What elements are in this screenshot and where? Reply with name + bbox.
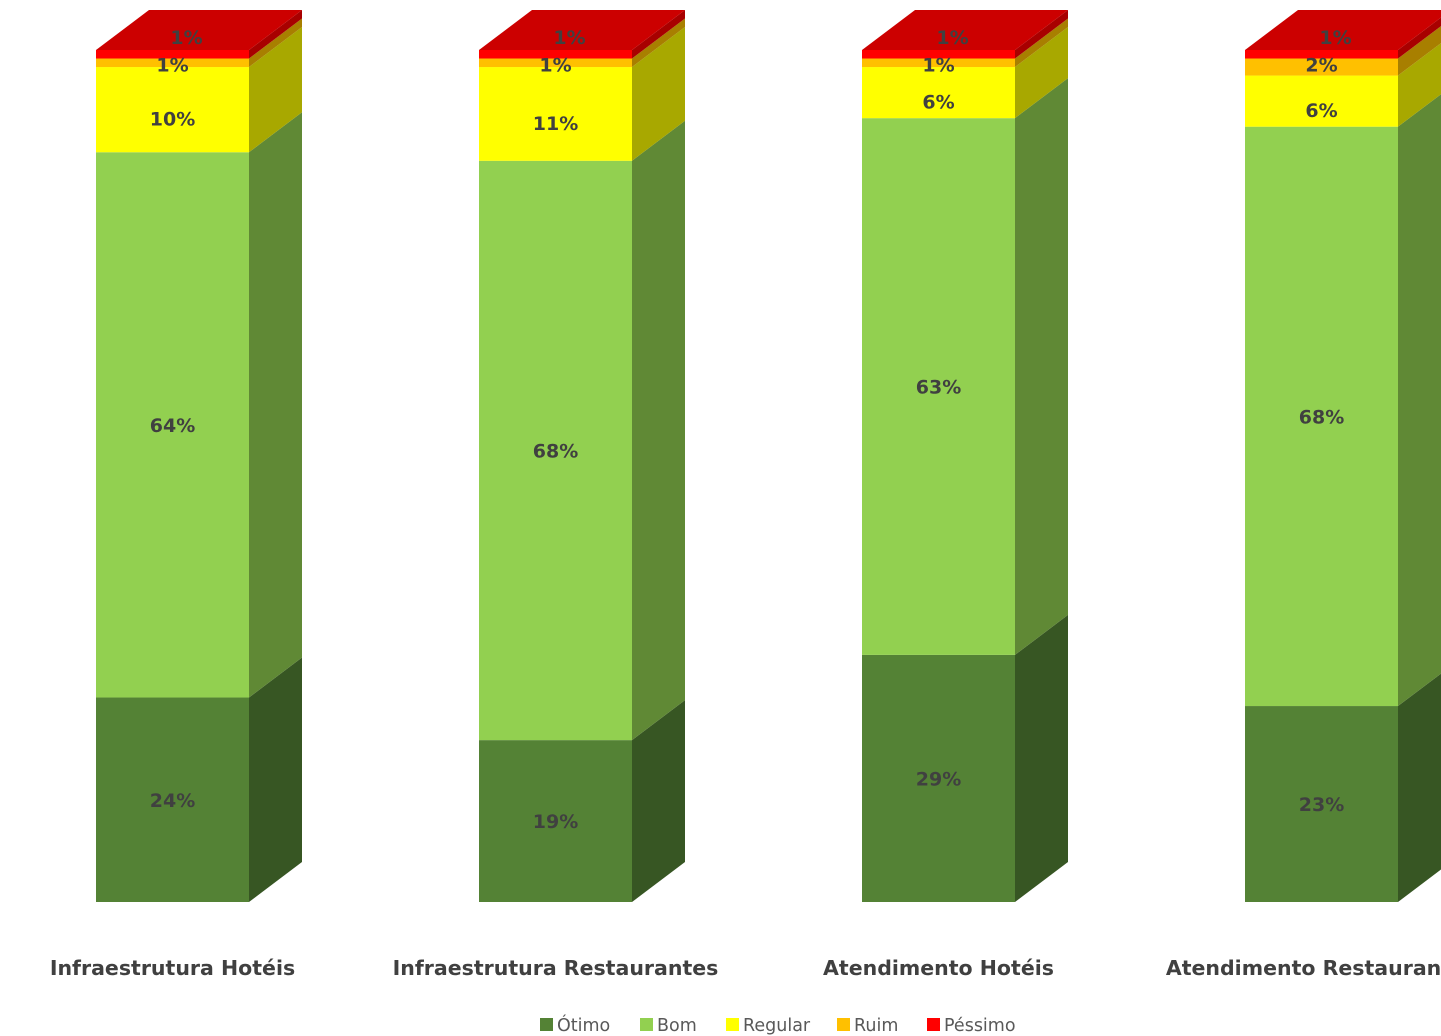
bar-top-atendimento-restaurantes [1245, 10, 1441, 50]
bar-segment-infraestrutura-restaurantes-bom[interactable] [479, 160, 632, 741]
legend-swatch-otimo [540, 1018, 553, 1031]
bar-segment-atendimento-restaurantes-otimo[interactable] [1245, 706, 1398, 902]
bar-segment-atendimento-restaurantes-regular[interactable] [1245, 75, 1398, 127]
bar-side-infraestrutura-hoteis-pessimo [249, 10, 302, 59]
legend-item-pessimo[interactable]: Péssimo [927, 1016, 1016, 1036]
bar-segment-infraestrutura-hoteis-otimo[interactable] [96, 697, 249, 902]
bar-segment-atendimento-hoteis-ruim[interactable] [862, 58, 1015, 68]
bar-side-atendimento-restaurantes-pessimo [1398, 17, 1441, 59]
data-label-atendimento-hoteis-ruim: 1% [922, 55, 954, 77]
bar-segment-infraestrutura-restaurantes-ruim[interactable] [479, 58, 632, 68]
legend-item-ruim[interactable]: Ruim [837, 1016, 898, 1036]
data-label-atendimento-hoteis-pessimo: 1% [936, 27, 968, 49]
data-label-infraestrutura-restaurantes-bom: 68% [533, 440, 578, 462]
bar-side-atendimento-hoteis-pessimo [1015, 10, 1068, 59]
bar-segment-infraestrutura-restaurantes-otimo[interactable] [479, 740, 632, 902]
legend-swatch-ruim [837, 1018, 850, 1031]
legend-swatch-pessimo [927, 1018, 940, 1031]
bars-layer [96, 10, 1441, 902]
bar-side-infraestrutura-hoteis-otimo [249, 657, 302, 902]
data-label-infraestrutura-restaurantes-ruim: 1% [539, 55, 571, 77]
data-label-atendimento-restaurantes-bom: 68% [1299, 406, 1344, 428]
data-label-infraestrutura-hoteis-otimo: 24% [150, 790, 195, 812]
data-label-atendimento-restaurantes-regular: 6% [1305, 100, 1337, 122]
bar-side-atendimento-hoteis-otimo [1015, 614, 1068, 902]
data-label-infraestrutura-restaurantes-otimo: 19% [533, 811, 578, 833]
bar-segment-atendimento-restaurantes-bom[interactable] [1245, 126, 1398, 707]
bar-side-atendimento-restaurantes-ruim [1398, 26, 1441, 76]
category-label-infraestrutura-restaurantes: Infraestrutura Restaurantes [393, 956, 719, 980]
bar-side-infraestrutura-hoteis-regular [249, 27, 302, 153]
data-label-infraestrutura-restaurantes-regular: 11% [533, 113, 578, 135]
data-label-infraestrutura-hoteis-regular: 10% [150, 109, 195, 131]
data-label-atendimento-restaurantes-otimo: 23% [1299, 794, 1344, 816]
legend-item-bom[interactable]: Bom [640, 1016, 697, 1036]
legend-swatch-bom [640, 1018, 653, 1031]
bar-top-infraestrutura-restaurantes [479, 10, 685, 50]
bar-side-infraestrutura-restaurantes-regular [632, 27, 685, 161]
bar-side-atendimento-hoteis-bom [1015, 78, 1068, 655]
legend-label-otimo: Ótimo [557, 1014, 610, 1036]
legend-item-regular[interactable]: Regular [726, 1016, 811, 1036]
legend-label-bom: Bom [657, 1016, 697, 1036]
bar-side-infraestrutura-restaurantes-bom [632, 120, 685, 741]
bar-segment-infraestrutura-hoteis-regular[interactable] [96, 67, 249, 153]
legend-label-ruim: Ruim [854, 1016, 898, 1036]
data-label-atendimento-hoteis-otimo: 29% [916, 768, 961, 790]
data-label-atendimento-restaurantes-pessimo: 1% [1319, 27, 1351, 49]
bar-side-infraestrutura-restaurantes-ruim [632, 18, 685, 68]
bar-segment-atendimento-restaurantes-ruim[interactable] [1245, 58, 1398, 76]
bar-top-atendimento-hoteis [862, 10, 1068, 50]
bar-top-infraestrutura-hoteis [96, 10, 302, 50]
legend-swatch-regular [726, 1018, 739, 1031]
bar-segment-atendimento-hoteis-bom[interactable] [862, 118, 1015, 655]
bar-segment-atendimento-restaurantes-pessimo[interactable] [1245, 50, 1398, 59]
bar-segment-atendimento-hoteis-otimo[interactable] [862, 654, 1015, 902]
category-label-atendimento-restaurantes: Atendimento Restaurantes [1166, 956, 1441, 980]
bar-side-atendimento-hoteis-regular [1015, 27, 1068, 119]
category-label-atendimento-hoteis: Atendimento Hotéis [823, 956, 1054, 980]
category-axis-labels: Infraestrutura Hotéis Infraestrutura Rest… [50, 956, 1441, 980]
legend-item-otimo[interactable]: Ótimo [540, 1014, 610, 1036]
data-label-infraestrutura-hoteis-pessimo: 1% [170, 27, 202, 49]
bar-side-atendimento-restaurantes-otimo [1398, 673, 1441, 902]
data-label-infraestrutura-restaurantes-pessimo: 1% [553, 27, 585, 49]
bar-segment-atendimento-hoteis-pessimo[interactable] [862, 50, 1015, 59]
data-label-infraestrutura-hoteis-bom: 64% [150, 415, 195, 437]
data-label-infraestrutura-hoteis-ruim: 1% [156, 55, 188, 77]
bar-side-infraestrutura-restaurantes-pessimo [632, 10, 685, 59]
legend-label-regular: Regular [743, 1016, 811, 1036]
legend-label-pessimo: Péssimo [944, 1016, 1016, 1036]
bar-side-atendimento-hoteis-ruim [1015, 18, 1068, 68]
bar-segment-atendimento-hoteis-regular[interactable] [862, 67, 1015, 119]
category-label-infraestrutura-hoteis: Infraestrutura Hotéis [50, 956, 295, 980]
data-label-atendimento-restaurantes-ruim: 2% [1305, 55, 1337, 77]
bar-segment-infraestrutura-hoteis-ruim[interactable] [96, 58, 249, 68]
legend[interactable]: Ótimo Bom Regular Ruim Péssimo [540, 1014, 1016, 1036]
bar-side-infraestrutura-hoteis-bom [249, 112, 302, 698]
bar-side-infraestrutura-restaurantes-otimo [632, 700, 685, 902]
bar-side-atendimento-restaurantes-bom [1398, 94, 1441, 707]
bar-side-atendimento-restaurantes-regular [1398, 43, 1441, 127]
bar-segment-infraestrutura-restaurantes-pessimo[interactable] [479, 50, 632, 59]
bar-segment-infraestrutura-restaurantes-regular[interactable] [479, 67, 632, 161]
data-labels-layer: 24% 64% 10% 1% 1% 19% 68% 11% 1% 1% 29% 63% 6% 1% 1% 23… [150, 27, 1352, 833]
data-label-atendimento-hoteis-bom: 63% [916, 377, 961, 399]
bar-segment-infraestrutura-hoteis-pessimo[interactable] [96, 50, 249, 59]
bar-segment-infraestrutura-hoteis-bom[interactable] [96, 152, 249, 698]
data-label-atendimento-hoteis-regular: 6% [922, 92, 954, 114]
bar-side-infraestrutura-hoteis-ruim [249, 18, 302, 68]
